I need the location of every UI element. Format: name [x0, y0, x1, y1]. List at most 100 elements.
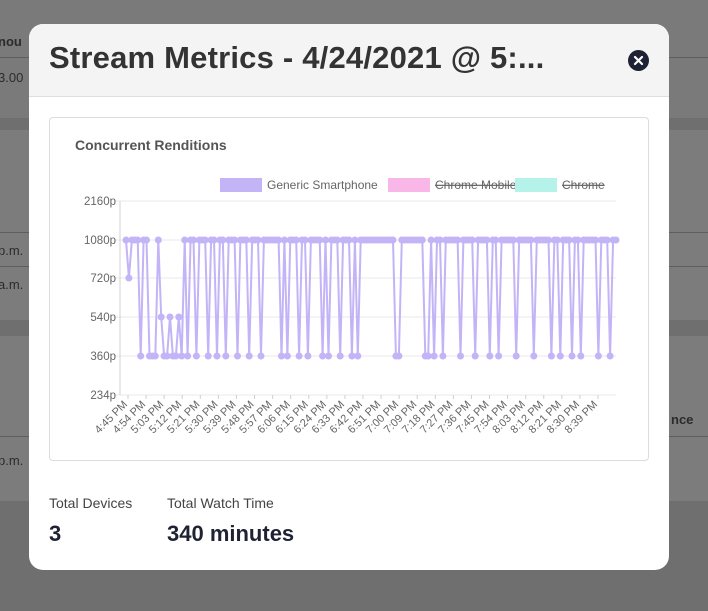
- bg-cell: 3.00: [0, 70, 24, 85]
- data-point: [222, 352, 230, 360]
- data-point: [603, 236, 611, 244]
- data-point: [278, 352, 285, 360]
- data-point: [530, 352, 538, 360]
- data-point: [301, 236, 309, 244]
- data-point: [192, 352, 200, 360]
- data-point: [322, 236, 329, 244]
- data-point: [556, 352, 564, 360]
- data-point: [430, 352, 438, 360]
- data-point: [592, 236, 599, 244]
- data-point: [568, 352, 576, 360]
- stat-total-watch-time: Total Watch Time 340 minutes: [167, 495, 294, 547]
- data-point: [204, 352, 212, 360]
- data-point: [151, 352, 159, 360]
- data-point: [354, 352, 362, 360]
- data-point: [345, 236, 353, 244]
- data-point: [395, 352, 403, 360]
- data-point: [512, 352, 520, 360]
- data-point: [527, 236, 535, 244]
- concurrent-renditions-chart: Generic Smartphone Chrome Mobile Chrome 216…: [84, 178, 620, 436]
- legend-label: Generic Smartphone: [267, 178, 378, 192]
- data-point: [612, 236, 620, 244]
- data-point: [242, 236, 250, 244]
- chart-title: Concurrent Renditions: [75, 137, 227, 153]
- data-point: [333, 236, 341, 244]
- data-point: [143, 236, 150, 244]
- data-point: [190, 236, 197, 244]
- data-point: [163, 352, 171, 360]
- data-point: [219, 236, 227, 244]
- data-point: [454, 236, 462, 244]
- y-tick-label: 540p: [90, 312, 116, 324]
- data-point: [213, 352, 221, 360]
- stat-label: Total Watch Time: [167, 495, 274, 511]
- data-point: [509, 236, 517, 244]
- data-point: [157, 313, 165, 321]
- data-point: [486, 352, 494, 360]
- data-point: [565, 236, 573, 244]
- data-point: [292, 236, 300, 244]
- data-point: [436, 236, 444, 244]
- data-point: [336, 352, 344, 360]
- bg-cell: p.m.: [0, 453, 24, 468]
- data-point: [154, 236, 162, 244]
- y-tick-label: 234p: [90, 390, 116, 402]
- bg-column-header: nou: [0, 34, 22, 49]
- data-point: [389, 236, 397, 244]
- modal-title: Stream Metrics - 4/24/2021 @ 5:...: [49, 40, 545, 75]
- legend-label: Chrome: [562, 178, 605, 192]
- data-point: [234, 352, 241, 360]
- close-button[interactable]: [628, 50, 649, 71]
- data-point: [553, 236, 561, 244]
- data-point: [304, 352, 312, 360]
- data-point: [424, 352, 432, 360]
- data-point: [418, 236, 426, 244]
- data-point: [275, 236, 283, 244]
- legend-swatch: [388, 178, 430, 192]
- data-point: [178, 352, 186, 360]
- data-point: [545, 236, 552, 244]
- data-point: [316, 236, 324, 244]
- bg-column-header: nce: [671, 412, 694, 427]
- data-point: [471, 352, 479, 360]
- legend-swatch: [220, 178, 262, 192]
- data-point: [547, 352, 555, 360]
- data-point: [280, 236, 288, 244]
- stat-value: 3: [49, 521, 62, 546]
- stat-value: 340 minutes: [167, 521, 295, 546]
- data-point: [351, 236, 359, 244]
- series-line: [125, 239, 616, 357]
- stat-label: Total Devices: [49, 495, 133, 511]
- data-point: [606, 352, 614, 360]
- y-tick-label: 1080p: [84, 235, 116, 247]
- modal-header: Stream Metrics - 4/24/2021 @ 5:...: [29, 24, 669, 97]
- data-point: [325, 352, 332, 360]
- data-point: [122, 236, 130, 244]
- data-point: [210, 236, 218, 244]
- data-point: [184, 352, 192, 360]
- data-point: [245, 352, 253, 360]
- legend-label: Chrome Mobile: [435, 178, 517, 192]
- data-point: [577, 352, 585, 360]
- y-tick-label: 360p: [90, 351, 116, 363]
- data-point: [166, 313, 174, 321]
- data-point: [181, 236, 189, 244]
- data-point: [319, 352, 327, 360]
- data-point: [134, 236, 142, 244]
- data-point: [172, 352, 180, 360]
- data-point: [231, 236, 239, 244]
- y-tick-label: 2160p: [84, 196, 116, 208]
- data-point: [283, 352, 291, 360]
- data-point: [125, 274, 133, 282]
- close-icon: [633, 55, 644, 66]
- stream-metrics-modal: Stream Metrics - 4/24/2021 @ 5:... Concu…: [29, 24, 669, 570]
- data-point: [348, 352, 356, 360]
- data-point: [427, 236, 435, 244]
- stat-total-devices: Total Devices 3: [49, 495, 132, 547]
- data-point: [137, 352, 145, 360]
- data-point: [175, 313, 183, 321]
- data-point: [254, 236, 262, 244]
- data-point: [483, 236, 491, 244]
- data-point: [594, 352, 602, 360]
- data-point: [295, 352, 303, 360]
